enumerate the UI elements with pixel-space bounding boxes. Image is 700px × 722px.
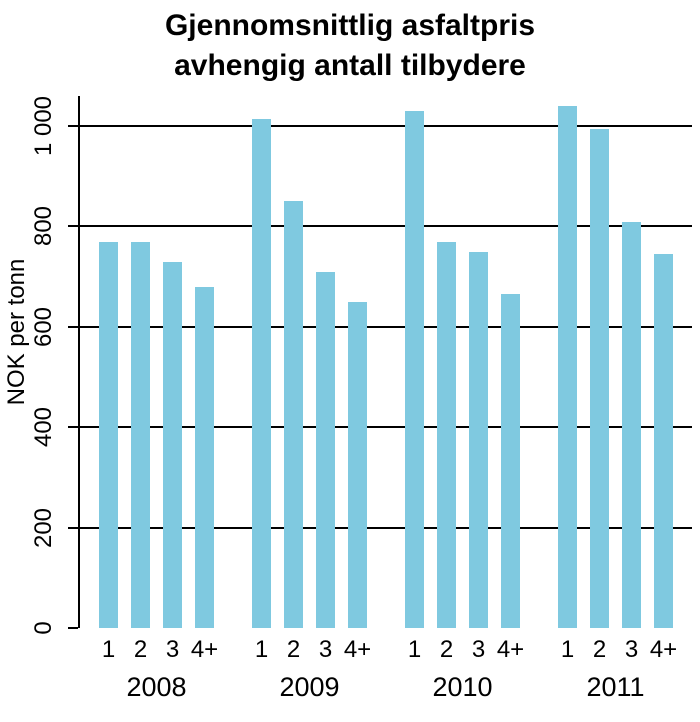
bar-2008-2 — [131, 241, 150, 628]
bar-2011-1 — [558, 106, 577, 628]
bar-2010-3 — [469, 251, 488, 628]
y-tick-mark — [68, 125, 78, 128]
y-axis-label: NOK per tonn — [3, 258, 30, 406]
chart-title: Gjennomsnittlig asfaltpris avhengig anta… — [0, 6, 700, 85]
bar-2011-4+ — [654, 254, 673, 628]
bar-group-2009 — [233, 96, 386, 628]
y-tick-mark — [68, 325, 78, 328]
y-tick-label: 0 — [30, 621, 57, 635]
x-axis-year-labels: 2008 2009 2010 2011 — [80, 672, 692, 703]
bar-2009-3 — [316, 271, 335, 628]
y-tick-label: 600 — [30, 306, 57, 347]
bar-2011-2 — [590, 128, 609, 628]
x-sub-label: 1 — [254, 636, 269, 663]
x-sub-label: 2 — [286, 636, 301, 663]
x-sub-label: 1 — [101, 636, 116, 663]
chart-title-line2: avhengig antall tilbydere — [174, 48, 526, 82]
bar-group-2011 — [539, 96, 692, 628]
x-sub-label: 2 — [592, 636, 607, 663]
bar-2009-2 — [284, 201, 303, 628]
bar-group-2008 — [80, 96, 233, 628]
x-sub-label: 2 — [439, 636, 454, 663]
y-tick-mark — [68, 627, 78, 629]
y-tick-label: 200 — [30, 507, 57, 548]
y-tick-label: 1 000 — [30, 96, 57, 157]
x-sub-label: 2 — [133, 636, 148, 663]
gridline-200 — [80, 526, 692, 529]
x-year-label-2008: 2008 — [126, 672, 187, 702]
x-sub-label: 1 — [407, 636, 422, 663]
y-tick-mark — [68, 426, 78, 429]
x-sub-label: 4+ — [190, 636, 219, 663]
gridline-1000 — [80, 125, 692, 128]
bar-2010-4+ — [501, 294, 520, 628]
x-sub-label: 4+ — [496, 636, 525, 663]
x-sub-label: 3 — [165, 636, 180, 663]
x-sub-label: 4+ — [649, 636, 678, 663]
x-sub-label: 3 — [471, 636, 486, 663]
bar-2008-4+ — [195, 286, 214, 628]
y-tick-label: 400 — [30, 407, 57, 448]
plot-area: 0 200 400 600 800 1 000 — [30, 96, 692, 635]
y-tick-mark — [68, 526, 78, 529]
x-axis-subcategory-labels: 1 2 3 4+ 1 2 3 4+ 1 2 3 4+ 1 2 3 4+ — [80, 636, 692, 666]
y-tick-mark — [68, 225, 78, 228]
x-sub-label: 4+ — [343, 636, 372, 663]
bar-2009-1 — [252, 118, 271, 628]
gridline-800 — [80, 225, 692, 228]
bar-2008-1 — [99, 241, 118, 628]
bars-layer — [80, 96, 692, 628]
bar-2008-3 — [163, 261, 182, 628]
x-year-label-2009: 2009 — [279, 672, 340, 702]
bar-2009-4+ — [348, 301, 367, 628]
gridline-400 — [80, 426, 692, 429]
bar-2010-1 — [405, 111, 424, 628]
chart-title-line1: Gjennomsnittlig asfaltpris — [164, 9, 536, 42]
bar-2011-3 — [622, 221, 641, 628]
x-year-label-2010: 2010 — [432, 672, 493, 702]
bar-group-2010 — [386, 96, 539, 628]
x-sub-label: 3 — [624, 636, 639, 663]
x-sub-label: 3 — [318, 636, 333, 663]
y-tick-label: 800 — [30, 206, 57, 247]
x-year-label-2011: 2011 — [586, 672, 645, 702]
gridline-600 — [80, 325, 692, 328]
x-sub-label: 1 — [560, 636, 575, 663]
bar-2010-2 — [437, 241, 456, 628]
